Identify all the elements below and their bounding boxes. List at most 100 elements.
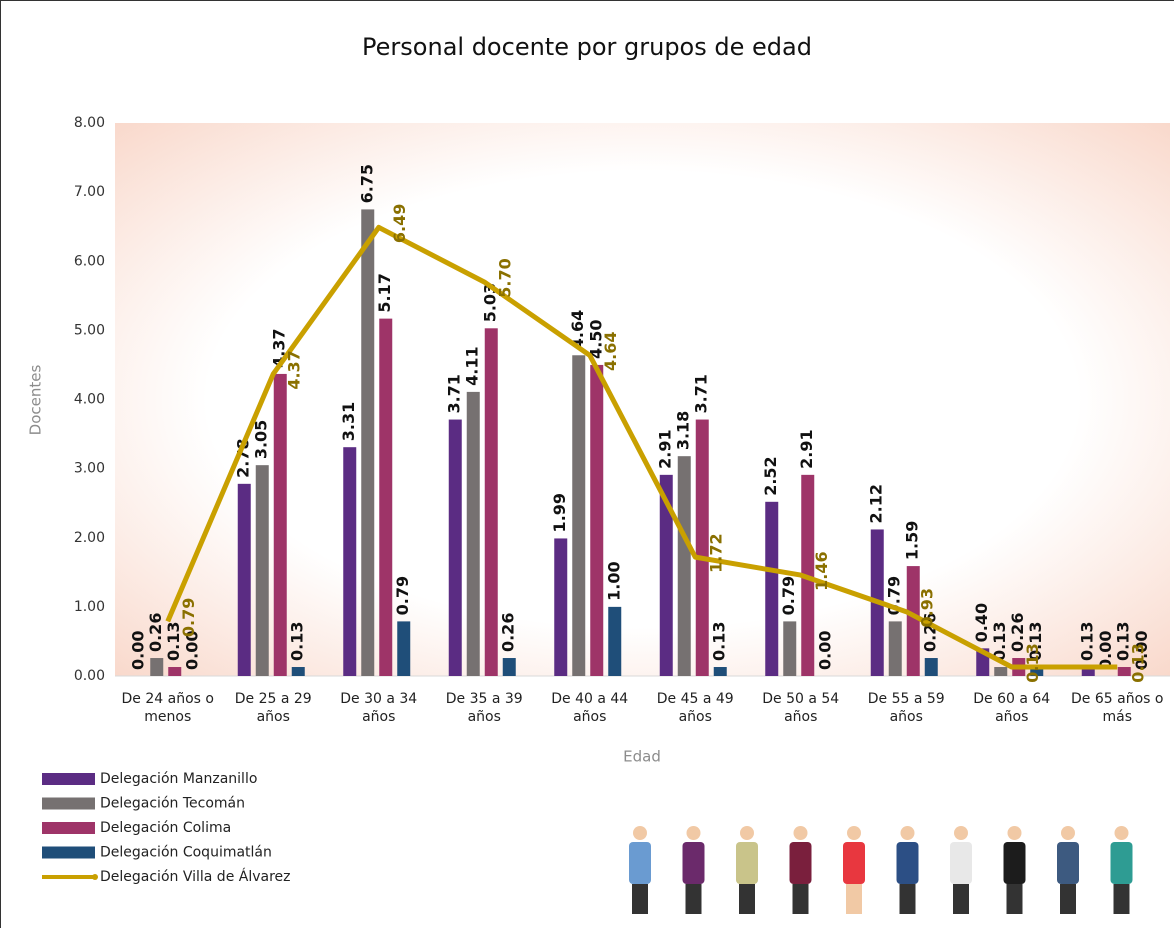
person-legs <box>1113 884 1130 914</box>
y-tick-label: 6.00 <box>74 253 105 269</box>
x-tick-label: De 50 a 54 años <box>762 691 840 725</box>
bar <box>924 658 938 676</box>
bar <box>590 364 604 676</box>
bar <box>502 658 516 676</box>
person-body <box>1003 842 1026 884</box>
legend-swatch <box>42 773 95 785</box>
person-head <box>847 826 861 840</box>
person-legs <box>1006 884 1023 914</box>
data-label: 6.49 <box>390 204 409 243</box>
y-tick-label: 0.00 <box>74 668 105 684</box>
bar <box>994 667 1008 676</box>
x-tick-label: De 25 a 29 años <box>234 691 312 725</box>
person-icon <box>682 826 705 914</box>
person-body <box>1110 842 1133 884</box>
data-label: 0.00 <box>128 631 147 670</box>
data-label: 3.71 <box>692 374 711 413</box>
data-label: 1.72 <box>707 533 726 572</box>
person-head <box>686 826 701 840</box>
person-icon <box>1003 826 1026 914</box>
bar <box>361 209 375 676</box>
data-label: 3.05 <box>252 420 271 459</box>
data-label: 0.13 <box>1114 622 1133 661</box>
bar <box>1117 667 1131 676</box>
person-icon <box>843 826 865 914</box>
person-body <box>629 842 651 884</box>
person-body <box>1057 842 1079 884</box>
data-label: 2.52 <box>761 456 780 495</box>
bar <box>677 456 691 676</box>
y-tick-label: 7.00 <box>74 184 105 200</box>
data-label: 0.13 <box>1129 643 1148 682</box>
data-label: 0.13 <box>710 622 729 661</box>
person-icon <box>789 826 812 914</box>
bar <box>659 474 673 676</box>
legend-label: Delegación Villa de Álvarez <box>100 868 291 885</box>
bar <box>888 621 902 676</box>
person-legs <box>792 884 809 914</box>
bar <box>397 621 411 676</box>
person-head <box>633 826 647 840</box>
person-head <box>1114 826 1129 840</box>
bar <box>906 566 920 676</box>
data-label: 0.00 <box>1132 631 1151 670</box>
bar <box>255 465 269 676</box>
data-label: 2.91 <box>797 429 816 468</box>
person-head <box>1061 826 1075 840</box>
data-label: 0.79 <box>393 576 412 615</box>
data-label: 0.13 <box>1078 622 1097 661</box>
bar <box>150 658 164 676</box>
person-legs <box>899 884 916 914</box>
person-legs <box>846 884 862 914</box>
person-icon <box>1110 826 1133 914</box>
data-label: 3.71 <box>445 374 464 413</box>
bar <box>783 621 797 676</box>
data-label: 0.79 <box>779 576 798 615</box>
person-legs <box>953 884 969 914</box>
y-tick-label: 8.00 <box>74 115 105 131</box>
legend-label: Delegación Coquimatlán <box>100 845 272 861</box>
data-label: 4.37 <box>285 350 304 389</box>
bar <box>1081 667 1095 676</box>
bar <box>1030 667 1044 676</box>
person-head <box>793 826 808 840</box>
data-label: 0.00 <box>182 631 201 670</box>
data-label: 4.64 <box>568 310 587 349</box>
legend-swatch <box>42 846 95 859</box>
legend-swatch <box>92 874 98 880</box>
data-label: 6.75 <box>357 164 376 203</box>
chart-title: Personal docente por grupos de edad <box>362 33 812 61</box>
x-tick-label: De 30 a 34 años <box>340 691 418 725</box>
person-legs <box>632 884 648 914</box>
data-label: 1.99 <box>550 493 569 532</box>
x-tick-label: De 65 años o más <box>1071 691 1164 725</box>
data-label: 2.12 <box>867 484 886 523</box>
bar <box>554 538 568 676</box>
bar <box>273 373 287 676</box>
bar <box>572 355 586 676</box>
data-label: 0.00 <box>1096 631 1115 670</box>
person-icon <box>896 826 919 914</box>
plot-background <box>115 123 1170 676</box>
y-tick-label: 1.00 <box>74 599 105 615</box>
bar <box>379 318 393 676</box>
data-label: 0.93 <box>918 588 937 627</box>
data-label: 0.79 <box>179 598 198 637</box>
bar <box>237 483 251 676</box>
person-body <box>843 842 865 884</box>
bar <box>484 328 498 676</box>
person-icon <box>736 826 758 914</box>
data-label: 0.13 <box>1023 643 1042 682</box>
person-head <box>1007 826 1022 840</box>
y-tick-label: 2.00 <box>74 530 105 546</box>
x-tick-label: De 45 a 49 años <box>656 691 734 725</box>
person-body <box>896 842 919 884</box>
bar <box>713 667 727 676</box>
y-tick-label: 3.00 <box>74 461 105 477</box>
line <box>165 224 1118 670</box>
data-label: 0.13 <box>1026 622 1045 661</box>
person-legs <box>739 884 755 914</box>
person-legs <box>1060 884 1076 914</box>
data-label: 0.26 <box>146 613 165 652</box>
